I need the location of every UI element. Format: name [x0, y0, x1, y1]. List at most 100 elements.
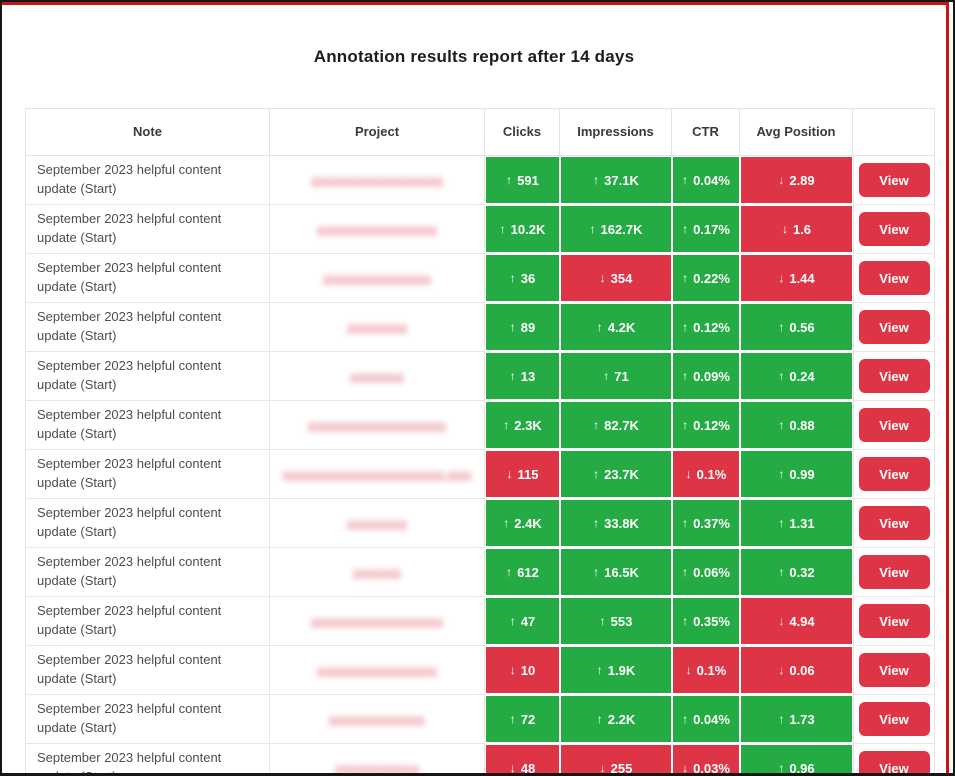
impressions-value: 4.2K — [607, 319, 636, 335]
view-button[interactable]: View — [858, 212, 930, 246]
view-button[interactable]: View — [858, 604, 930, 638]
impressions-cell: ↑ 23.7K — [560, 450, 672, 499]
view-button[interactable]: View — [858, 751, 930, 773]
page-title: Annotation results report after 14 days — [313, 47, 635, 66]
view-button[interactable]: View — [858, 457, 930, 491]
view-button[interactable]: View — [858, 163, 930, 197]
avg-position-value: 1.44 — [789, 270, 815, 286]
impressions-value: 33.8K — [604, 515, 639, 531]
ctr-cell: ↓ 0.1% — [672, 450, 740, 499]
view-button[interactable]: View — [858, 261, 930, 295]
impressions-value: 37.1K — [604, 172, 639, 188]
impressions-value: 2.2K — [607, 711, 636, 727]
trend-arrow-icon: ↑ — [778, 565, 785, 579]
trend-arrow-icon: ↑ — [682, 271, 689, 285]
table-row: September 2023 helpful content update (S… — [25, 205, 935, 254]
project-link-blurred[interactable]: xxxxxxxxxxxxxxxxxxxxxx — [311, 614, 443, 628]
trend-arrow-icon: ↑ — [778, 320, 785, 334]
trend-arrow-icon: ↓ — [778, 173, 785, 187]
ctr-cell: ↑ 0.06% — [672, 548, 740, 597]
trend-arrow-icon: ↑ — [778, 516, 785, 530]
trend-arrow-icon: ↑ — [778, 712, 785, 726]
clicks-cell: ↓ 48 — [485, 744, 560, 776]
avg-position-value: 1.6 — [792, 221, 812, 237]
impressions-value: 255 — [610, 760, 633, 776]
col-header-ctr: CTR — [672, 108, 740, 156]
ctr-cell: ↑ 0.04% — [672, 695, 740, 744]
trend-arrow-icon: ↓ — [781, 222, 788, 236]
view-button[interactable]: View — [858, 555, 930, 589]
clicks-value: 36 — [520, 270, 536, 286]
trend-arrow-icon: ↑ — [682, 418, 689, 432]
avg-position-cell: ↑ 0.96 — [740, 744, 853, 773]
ctr-cell: ↑ 0.22% — [672, 254, 740, 303]
project-link-blurred[interactable]: xxxxxxxxxxxxxxxxxx — [323, 271, 431, 285]
table-row: September 2023 helpful content update (S… — [25, 744, 935, 776]
table-row: September 2023 helpful content update (S… — [25, 254, 935, 303]
project-link-blurred[interactable]: xxxxxxxx — [353, 565, 401, 579]
project-link-blurred[interactable]: xxxxxxxxxxxxxxxxxxxxxx — [311, 173, 443, 187]
col-header-actions — [853, 108, 935, 156]
clicks-cell: ↑ 10.2K — [485, 205, 560, 254]
note-text: September 2023 helpful content update (S… — [37, 505, 222, 539]
col-header-avg-position: Avg Position — [740, 108, 853, 156]
project-link-blurred[interactable]: xxxxxxxxxxxxxxxxxxxx — [317, 663, 437, 677]
impressions-cell: ↑ 71 — [560, 352, 672, 401]
trend-arrow-icon: ↑ — [682, 320, 689, 334]
project-link-blurred[interactable]: xxxxxxxxxx — [347, 320, 407, 334]
trend-arrow-icon: ↓ — [509, 761, 516, 775]
trend-arrow-icon: ↑ — [682, 222, 689, 236]
trend-arrow-icon: ↑ — [778, 369, 785, 383]
project-link-blurred[interactable]: xxxxxxxxxxxxxxxxxxxx — [317, 222, 437, 236]
table-row: September 2023 helpful content update (S… — [25, 499, 935, 548]
project-link-blurred[interactable]: xxxxxxxxxxxxxxxxxxxxxxx — [308, 418, 446, 432]
trend-arrow-icon: ↑ — [778, 418, 785, 432]
impressions-value: 23.7K — [604, 466, 639, 482]
project-link-blurred[interactable]: xxxxxxxxxxxxxx — [335, 761, 419, 775]
project-link-blurred[interactable]: xxxxxxxxxxxxxxxxxxxxxxxxxxx xxxx — [282, 467, 472, 481]
col-header-clicks: Clicks — [485, 108, 560, 156]
note-text: September 2023 helpful content update (S… — [37, 701, 222, 735]
trend-arrow-icon: ↓ — [685, 467, 692, 481]
impressions-value: 82.7K — [604, 417, 639, 433]
table-row: September 2023 helpful content update (S… — [25, 401, 935, 450]
impressions-cell: ↑ 553 — [560, 597, 672, 646]
ctr-value: 0.12% — [693, 319, 730, 335]
ctr-value: 0.35% — [693, 613, 730, 629]
avg-position-cell: ↑ 0.56 — [740, 303, 853, 352]
col-header-project: Project — [270, 108, 485, 156]
clicks-value: 48 — [520, 760, 536, 776]
ctr-cell: ↓ 0.1% — [672, 646, 740, 695]
trend-arrow-icon: ↑ — [503, 418, 510, 432]
clicks-value: 72 — [520, 711, 536, 727]
avg-position-value: 0.88 — [789, 417, 815, 433]
clicks-value: 10 — [520, 662, 536, 678]
note-text: September 2023 helpful content update (S… — [37, 652, 222, 686]
view-button[interactable]: View — [858, 359, 930, 393]
trend-arrow-icon: ↑ — [593, 565, 600, 579]
avg-position-cell: ↓ 1.6 — [740, 205, 853, 254]
table-header-row: Note Project Clicks Impressions CTR Avg … — [25, 108, 935, 156]
trend-arrow-icon: ↑ — [506, 173, 513, 187]
ctr-cell: ↑ 0.09% — [672, 352, 740, 401]
avg-position-cell: ↓ 2.89 — [740, 156, 853, 205]
view-button[interactable]: View — [858, 653, 930, 687]
trend-arrow-icon: ↓ — [778, 271, 785, 285]
clicks-value: 591 — [517, 172, 539, 188]
project-link-blurred[interactable]: xxxxxxxxx — [350, 369, 404, 383]
trend-arrow-icon: ↓ — [685, 663, 692, 677]
ctr-value: 0.1% — [696, 662, 727, 678]
impressions-value: 553 — [610, 613, 633, 629]
view-button[interactable]: View — [858, 506, 930, 540]
project-link-blurred[interactable]: xxxxxxxxxxxxxxxx — [329, 712, 425, 726]
trend-arrow-icon: ↑ — [593, 516, 600, 530]
impressions-cell: ↑ 162.7K — [560, 205, 672, 254]
impressions-cell: ↑ 37.1K — [560, 156, 672, 205]
project-link-blurred[interactable]: xxxxxxxxxx — [347, 516, 407, 530]
view-button[interactable]: View — [858, 702, 930, 736]
clicks-cell: ↑ 72 — [485, 695, 560, 744]
trend-arrow-icon: ↑ — [509, 712, 516, 726]
view-button[interactable]: View — [858, 310, 930, 344]
view-button[interactable]: View — [858, 408, 930, 442]
trend-arrow-icon: ↑ — [599, 614, 606, 628]
